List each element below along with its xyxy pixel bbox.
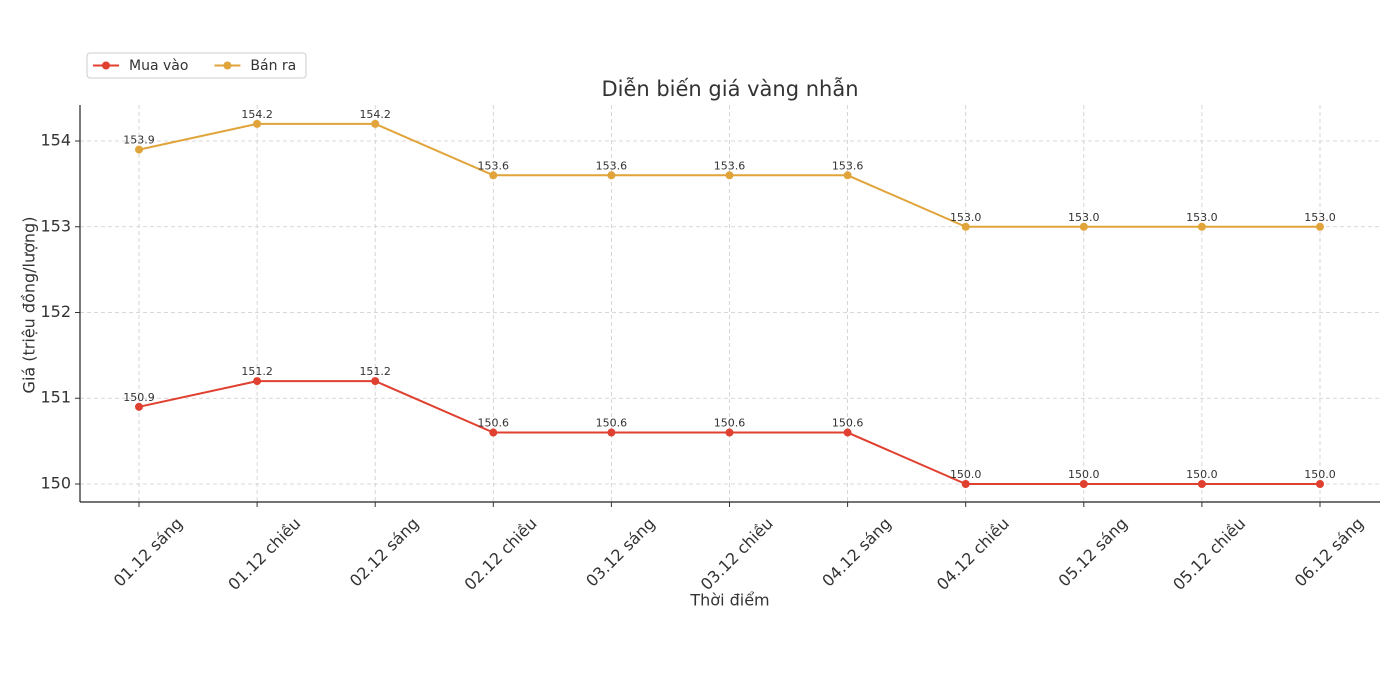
value-label: 150.6: [832, 417, 864, 430]
point: [843, 428, 852, 437]
x-tick-label: 01.12 chiều: [224, 514, 304, 594]
point: [489, 428, 498, 437]
value-label: 153.6: [596, 159, 628, 172]
y-tick-label: 153: [40, 216, 71, 235]
value-label: 150.0: [1186, 468, 1218, 481]
x-tick-label: 06.12 sáng: [1291, 514, 1368, 591]
value-label: 153.0: [1068, 211, 1100, 224]
x-tick-label: 04.12 chiều: [933, 514, 1013, 594]
point: [253, 377, 262, 386]
point: [371, 377, 380, 386]
point: [725, 171, 734, 180]
point: [961, 479, 970, 488]
legend-marker: [223, 61, 232, 70]
point: [1316, 479, 1324, 488]
chart-title: Diễn biến giá vàng nhẫn: [601, 76, 858, 101]
x-tick-label: 03.12 sáng: [582, 514, 659, 591]
point: [253, 119, 262, 128]
point: [489, 171, 498, 180]
value-label: 150.0: [950, 468, 982, 481]
x-tick-label: 02.12 sáng: [346, 514, 423, 591]
point: [1079, 479, 1088, 488]
legend-label: Mua vào: [129, 58, 188, 74]
value-label: 150.6: [714, 417, 746, 430]
point: [1079, 222, 1088, 231]
point: [1197, 222, 1206, 231]
value-label: 153.0: [1186, 211, 1218, 224]
value-label: 154.2: [241, 108, 273, 121]
point: [135, 402, 143, 411]
point: [1316, 222, 1324, 231]
x-tick-label: 01.12 sáng: [110, 514, 187, 591]
value-label: 153.0: [950, 211, 982, 224]
value-label: 150.9: [123, 391, 155, 404]
x-tick-label: 02.12 chiều: [461, 514, 541, 594]
value-label: 150.0: [1068, 468, 1100, 481]
point: [843, 171, 852, 180]
point: [607, 171, 616, 180]
point: [607, 428, 616, 437]
point: [135, 145, 143, 154]
value-label: 153.6: [478, 159, 510, 172]
x-tick-label: 03.12 chiều: [697, 514, 777, 594]
x-tick-label: 05.12 chiều: [1169, 514, 1249, 594]
value-label: 153.6: [832, 159, 864, 172]
value-label: 150.0: [1304, 468, 1336, 481]
value-label: 153.9: [123, 134, 155, 147]
point: [1197, 479, 1206, 488]
value-label: 154.2: [359, 108, 391, 121]
y-tick-label: 151: [40, 388, 71, 407]
value-label: 153.6: [714, 159, 746, 172]
y-axis-label: Giá (triệu đồng/lượng): [20, 217, 39, 394]
point: [961, 222, 970, 231]
value-label: 151.2: [359, 365, 391, 378]
x-tick-label: 05.12 sáng: [1055, 514, 1132, 591]
legend-box: [86, 52, 307, 79]
y-tick-label: 152: [40, 302, 71, 321]
value-label: 150.6: [596, 417, 628, 430]
point: [371, 119, 380, 128]
value-label: 151.2: [241, 365, 273, 378]
legend: Mua vào Bán ra: [86, 52, 307, 79]
y-tick-label: 150: [40, 473, 71, 492]
x-axis-label: Thời điểm: [689, 591, 769, 610]
point: [725, 428, 734, 437]
x-tick-label: 04.12 sáng: [818, 514, 895, 591]
value-label: 153.0: [1304, 211, 1336, 224]
legend-marker: [102, 61, 110, 70]
value-label: 150.6: [478, 417, 510, 430]
legend-label: Bán ra: [250, 58, 296, 74]
y-tick-label: 154: [40, 131, 71, 150]
